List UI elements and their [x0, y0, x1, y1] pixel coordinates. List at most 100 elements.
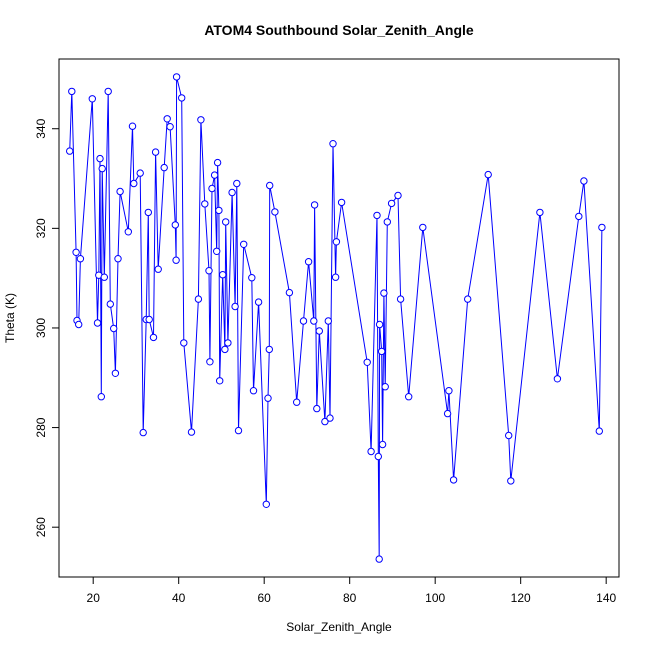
data-point	[262, 500, 270, 508]
data-point	[507, 477, 515, 485]
data-point	[68, 87, 76, 96]
data-point	[216, 377, 224, 385]
x-tick-label: 40	[172, 591, 186, 605]
data-point	[114, 255, 122, 263]
x-tick-label: 60	[258, 591, 272, 605]
data-point	[160, 163, 168, 172]
data-point	[595, 427, 603, 435]
data-point	[375, 320, 384, 329]
data-point	[228, 188, 236, 197]
x-tick-label: 80	[343, 591, 357, 605]
data-point	[299, 317, 308, 325]
data-point	[201, 200, 209, 208]
data-point	[213, 158, 222, 167]
data-point	[329, 140, 337, 148]
data-point	[76, 255, 85, 263]
data-point	[66, 147, 74, 155]
data-point	[321, 417, 329, 426]
data-point	[315, 327, 323, 335]
x-tick-label: 20	[87, 591, 101, 605]
data-point	[266, 181, 274, 190]
data-point	[163, 115, 171, 123]
data-point	[419, 223, 427, 232]
data-point	[367, 447, 375, 456]
data-point	[445, 387, 453, 395]
data-point	[375, 555, 383, 563]
data-point	[96, 154, 104, 163]
data-point	[248, 274, 256, 282]
data-point	[104, 87, 112, 96]
data-point	[93, 319, 102, 327]
data-point	[97, 393, 106, 401]
data-point	[505, 431, 513, 440]
data-point	[144, 208, 153, 217]
data-point	[387, 199, 396, 208]
data-point	[221, 345, 229, 354]
data-point	[326, 414, 334, 422]
data-point	[464, 295, 472, 303]
data-point	[405, 393, 413, 401]
data-point	[110, 324, 118, 333]
data-point	[88, 95, 97, 103]
data-point	[128, 122, 137, 130]
x-tick-label: 120	[511, 591, 531, 605]
data-point	[187, 428, 196, 436]
y-tick-label: 320	[34, 218, 48, 238]
y-tick-label: 340	[34, 118, 48, 138]
data-point	[331, 273, 340, 281]
data-point	[130, 179, 138, 188]
data-point	[363, 358, 371, 366]
y-tick-label: 280	[34, 417, 48, 437]
y-tick-label: 260	[34, 517, 48, 537]
data-point	[205, 267, 213, 275]
data-point	[285, 288, 294, 297]
data-point	[271, 208, 279, 216]
data-point	[484, 170, 492, 179]
data-point	[219, 271, 227, 279]
x-tick-label: 100	[425, 591, 445, 605]
data-point	[443, 409, 452, 418]
data-point	[536, 208, 544, 217]
x-axis-label: Solar_Zenith_Angle	[286, 620, 392, 634]
data-point	[378, 440, 387, 449]
data-point	[210, 171, 219, 179]
data-point	[136, 169, 144, 177]
data-point	[580, 177, 588, 185]
chart-title: ATOM4 Southbound Solar_Zenith_Angle	[204, 22, 474, 38]
data-point	[151, 148, 160, 156]
data-point	[172, 73, 181, 81]
data-point	[449, 476, 458, 484]
x-tick-label: 140	[596, 591, 616, 605]
plot-frame	[58, 58, 620, 578]
data-point	[208, 184, 216, 193]
y-tick-label: 300	[34, 318, 48, 338]
data-point	[178, 94, 186, 102]
data-point	[553, 375, 562, 383]
data-point	[206, 358, 214, 366]
y-axis: 260 280 300 320 340	[34, 118, 59, 537]
data-point	[75, 320, 83, 329]
data-point	[124, 228, 133, 236]
data-point	[166, 123, 174, 131]
data-point	[194, 295, 203, 303]
data-point	[234, 426, 243, 435]
y-axis-label: Theta (K)	[3, 293, 17, 343]
data-point	[197, 116, 205, 124]
data-point	[172, 256, 180, 264]
data-point	[381, 383, 389, 391]
data-point	[240, 240, 248, 249]
data-point	[233, 179, 241, 188]
data-point	[215, 206, 223, 215]
data-point	[598, 223, 606, 232]
data-point	[111, 369, 120, 377]
data-point	[324, 317, 332, 325]
data-point	[98, 164, 106, 173]
data-point	[106, 300, 115, 308]
data-point	[394, 191, 402, 200]
data-point	[222, 218, 230, 226]
data-point	[254, 298, 263, 306]
data-point	[154, 265, 162, 273]
data-point	[149, 333, 158, 342]
data-point	[100, 273, 109, 281]
